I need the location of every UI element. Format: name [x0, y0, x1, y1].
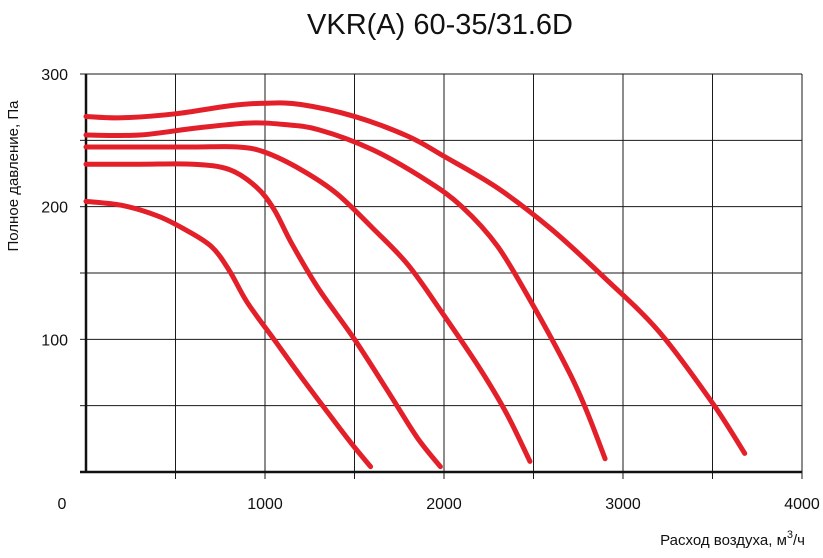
x-tick-label: 3000 — [605, 496, 641, 513]
tick-labels: 1000 2000 3000 4000 100 200 300 — [41, 67, 820, 513]
x-axis-label: Расход воздуха, м3/ч — [660, 529, 805, 549]
x-tick-label: 4000 — [784, 496, 820, 513]
x-axis-label-main: Расход воздуха, м — [660, 532, 787, 549]
chart-title: VKR(A) 60-35/31.6D — [307, 9, 573, 41]
fan-curve-5 — [83, 198, 374, 470]
fan-curve-4 — [83, 161, 443, 470]
axes — [80, 74, 802, 474]
y-tick-label: 200 — [41, 200, 68, 217]
grid — [80, 73, 803, 479]
x-axis-label-sup: 3 — [787, 529, 793, 541]
origin-label: 0 — [58, 496, 67, 513]
y-tick-label: 300 — [41, 67, 68, 84]
fan-curve-2 — [83, 120, 608, 462]
y-axis-label: Полное давление, Па — [5, 100, 22, 252]
fan-curve-3 — [83, 144, 533, 464]
x-axis-label-tail: /ч — [793, 532, 805, 549]
y-tick-label: 100 — [41, 332, 68, 349]
curves — [83, 100, 748, 470]
fan-curve-1 — [83, 100, 748, 456]
x-tick-label: 2000 — [426, 496, 462, 513]
x-tick-label: 1000 — [247, 496, 283, 513]
